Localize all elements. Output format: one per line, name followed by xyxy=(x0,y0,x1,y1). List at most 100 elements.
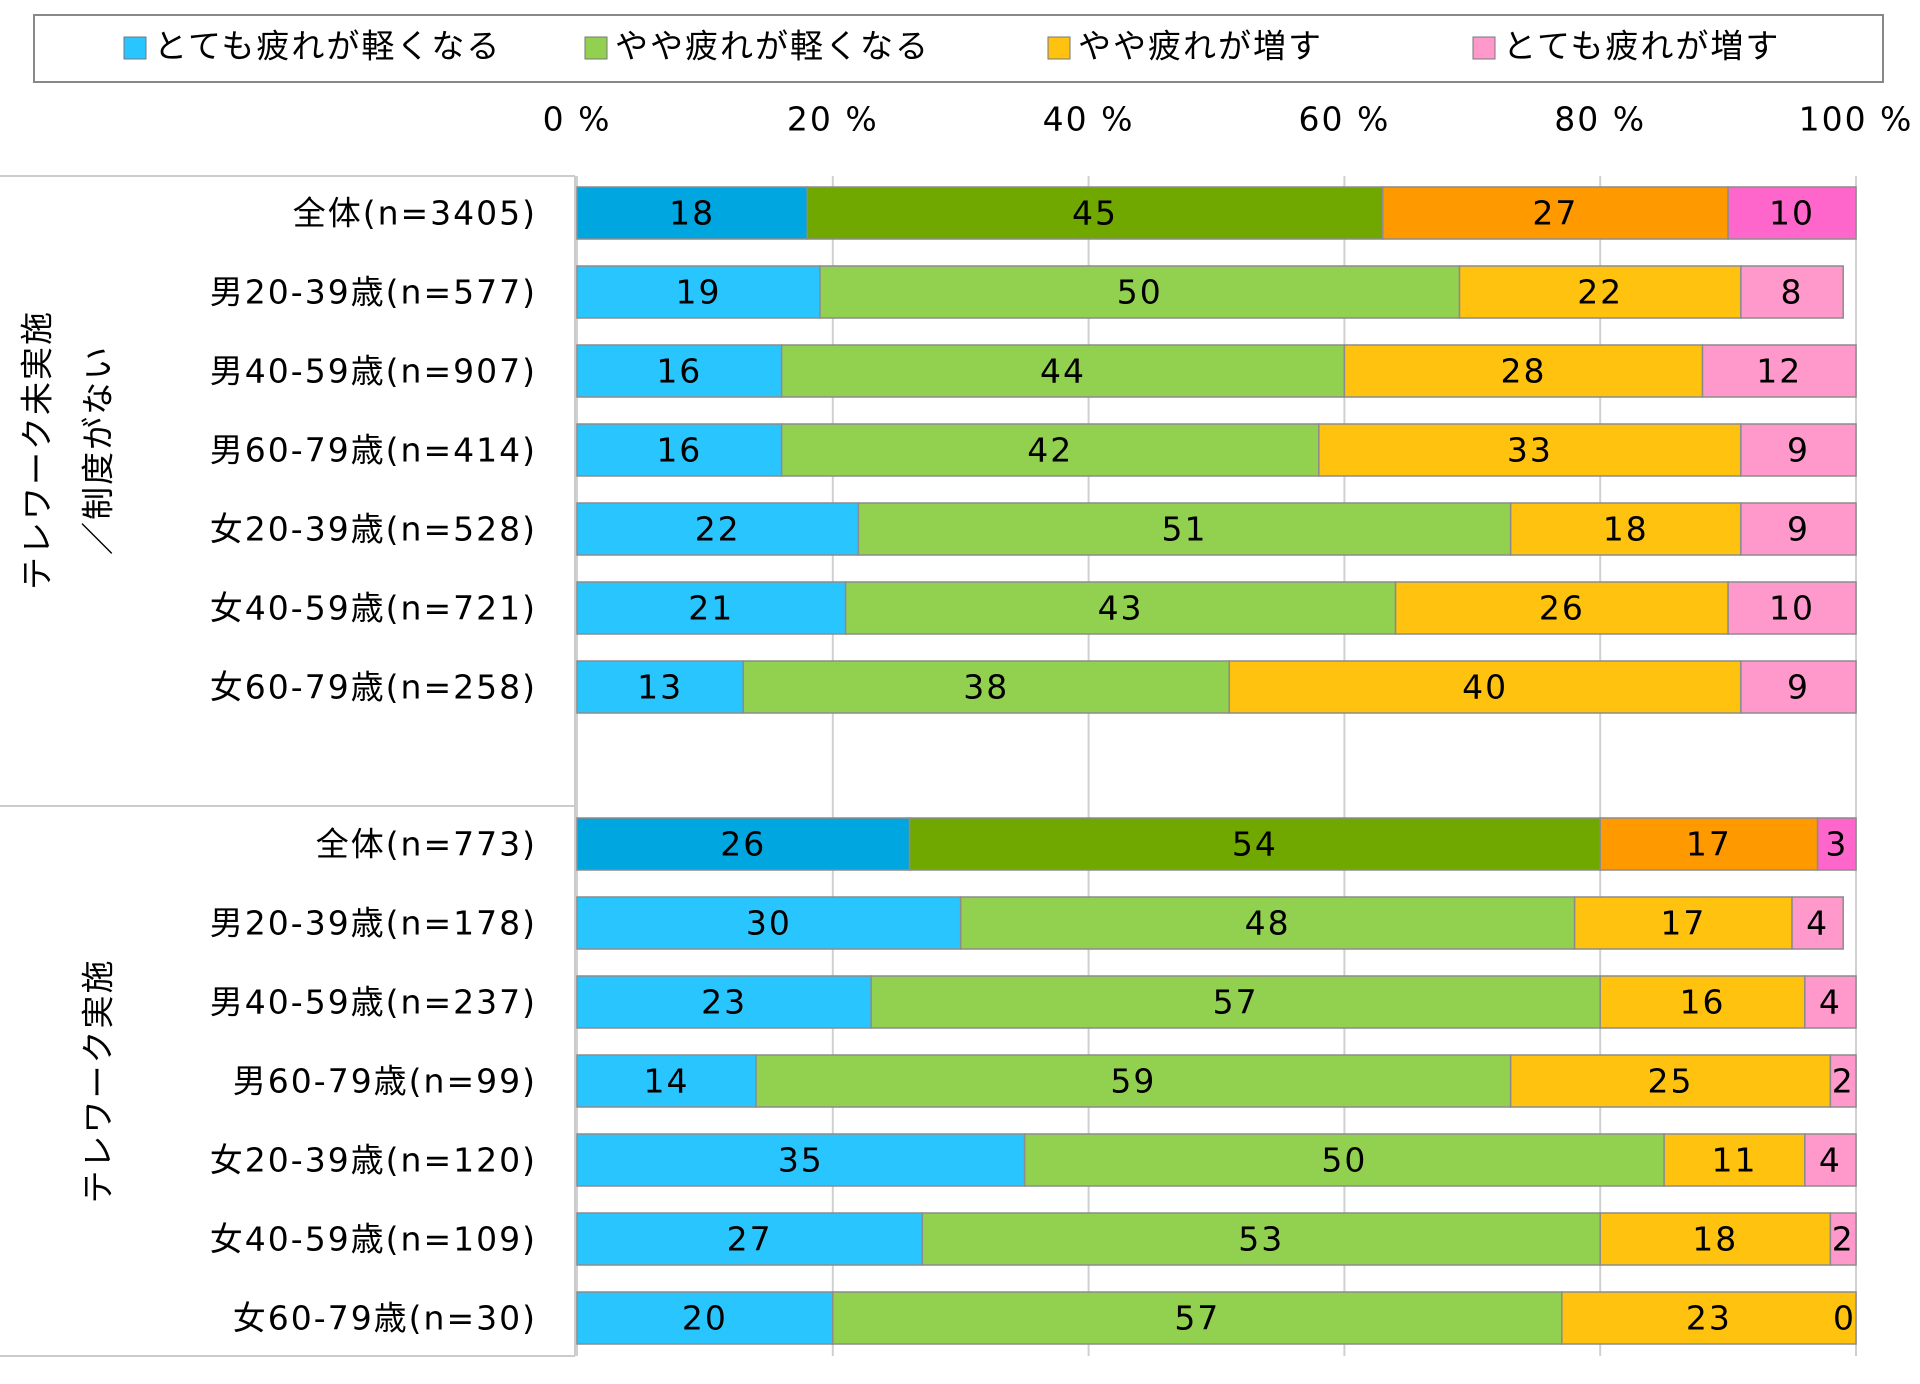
bar-segment xyxy=(576,344,783,398)
legend-swatch xyxy=(123,36,147,60)
value-label: 30 xyxy=(746,904,792,943)
bar-segment xyxy=(1701,344,1857,398)
bar-segment xyxy=(1791,896,1844,950)
bar-segment xyxy=(1804,975,1857,1029)
value-label: 9 xyxy=(1787,668,1810,707)
legend-label: やや疲れが軽くなる xyxy=(615,27,930,66)
value-label: 9 xyxy=(1787,510,1810,549)
category-label: 男60-79歳(n=99) xyxy=(233,1062,537,1101)
bar-segment xyxy=(576,975,872,1029)
value-label: 19 xyxy=(676,273,722,312)
value-label: 27 xyxy=(727,1220,773,1259)
value-label: 16 xyxy=(656,352,702,391)
value-label: 12 xyxy=(1756,352,1802,391)
value-label: 2 xyxy=(1832,1220,1855,1259)
legend-label: やや疲れが増す xyxy=(1078,27,1323,66)
bar-segment xyxy=(1318,423,1742,477)
value-label: 33 xyxy=(1507,431,1553,470)
bar-segment xyxy=(576,186,808,240)
bar-segment xyxy=(921,1212,1601,1266)
value-label: 4 xyxy=(1806,904,1829,943)
bar-segment xyxy=(870,975,1601,1029)
value-label: 48 xyxy=(1245,904,1291,943)
category-label: 男40-59歳(n=907) xyxy=(210,352,537,391)
bar-segment xyxy=(1509,1054,1832,1108)
legend-box xyxy=(33,14,1884,83)
bar-segment xyxy=(857,502,1512,556)
value-label: 9 xyxy=(1787,431,1810,470)
value-label: 54 xyxy=(1232,825,1278,864)
bar-segment xyxy=(576,1054,757,1108)
value-label: 10 xyxy=(1769,194,1815,233)
category-label: 女40-59歳(n=109) xyxy=(210,1220,537,1259)
value-label: 28 xyxy=(1500,352,1546,391)
value-label: 8 xyxy=(1781,273,1804,312)
x-tick-label: 80 % xyxy=(1554,100,1646,139)
value-label: 26 xyxy=(720,825,766,864)
value-label: 57 xyxy=(1174,1299,1220,1338)
category-label: 男60-79歳(n=414) xyxy=(210,431,537,470)
value-label: 50 xyxy=(1117,273,1163,312)
bar-segment xyxy=(1382,186,1729,240)
bar-segment xyxy=(576,1291,834,1345)
bar-segment xyxy=(1599,975,1806,1029)
x-tick-label: 40 % xyxy=(1043,100,1135,139)
x-tick-label: 0 % xyxy=(543,100,612,139)
bar-segment xyxy=(959,896,1576,950)
bar-segment xyxy=(1599,1212,1832,1266)
category-label: 女60-79歳(n=258) xyxy=(210,668,537,707)
value-label: 0 xyxy=(1833,1299,1856,1338)
value-label: 18 xyxy=(1692,1220,1738,1259)
legend-label: とても疲れが増す xyxy=(1503,27,1780,66)
bar-segment xyxy=(755,1054,1512,1108)
value-label: 21 xyxy=(688,589,734,628)
value-label: 59 xyxy=(1110,1062,1156,1101)
bar-segment xyxy=(1740,423,1857,477)
value-label: 22 xyxy=(1577,273,1623,312)
bar-segment xyxy=(1829,1212,1857,1266)
value-label: 22 xyxy=(695,510,741,549)
bar-segment xyxy=(806,186,1384,240)
group-label: テレワーク実施 xyxy=(79,959,118,1204)
value-label: 53 xyxy=(1238,1220,1284,1259)
value-label: 44 xyxy=(1040,352,1086,391)
x-tick-label: 20 % xyxy=(787,100,879,139)
category-label: 男40-59歳(n=237) xyxy=(210,983,537,1022)
bar-segment xyxy=(1228,660,1742,714)
value-label: 16 xyxy=(1680,983,1726,1022)
bar-segment xyxy=(1343,344,1704,398)
legend-swatch xyxy=(1472,36,1496,60)
bar-segment xyxy=(1829,1054,1857,1108)
value-label: 25 xyxy=(1648,1062,1694,1101)
legend-swatch xyxy=(1047,36,1071,60)
value-label: 43 xyxy=(1098,589,1144,628)
value-label: 20 xyxy=(682,1299,728,1338)
value-label: 27 xyxy=(1532,194,1578,233)
value-label: 51 xyxy=(1162,510,1208,549)
value-label: 4 xyxy=(1819,983,1842,1022)
group-label: ／制度がない xyxy=(79,345,118,555)
category-label: 女20-39歳(n=528) xyxy=(210,510,537,549)
value-label: 45 xyxy=(1072,194,1118,233)
category-label: 全体(n=3405) xyxy=(293,194,537,233)
value-label: 23 xyxy=(701,983,747,1022)
value-label: 17 xyxy=(1660,904,1706,943)
bar-segment xyxy=(1740,502,1857,556)
value-label: 3 xyxy=(1825,825,1848,864)
value-label: 2 xyxy=(1832,1062,1855,1101)
category-label: 男20-39歳(n=178) xyxy=(210,904,537,943)
bar-segment xyxy=(576,1133,1026,1187)
x-tick-label: 60 % xyxy=(1298,100,1390,139)
bar-segment xyxy=(819,265,1461,319)
category-label: 男20-39歳(n=577) xyxy=(210,273,537,312)
value-label: 23 xyxy=(1686,1299,1732,1338)
value-label: 40 xyxy=(1462,668,1508,707)
category-label: 女60-79歳(n=30) xyxy=(233,1299,537,1338)
bar-segment xyxy=(1458,265,1742,319)
bar-segment xyxy=(780,344,1346,398)
value-label: 13 xyxy=(637,668,683,707)
bar-segment xyxy=(742,660,1231,714)
value-label: 4 xyxy=(1819,1141,1842,1180)
bar-segment xyxy=(576,817,911,871)
